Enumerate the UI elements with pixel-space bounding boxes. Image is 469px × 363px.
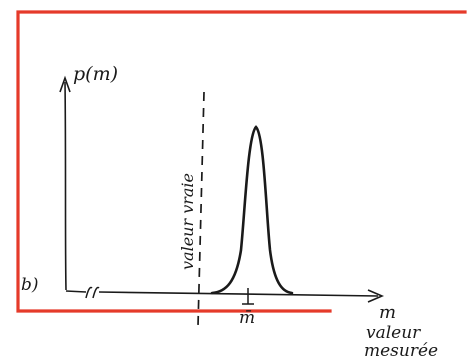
x-axis-left-segment [65,290,87,293]
panel-label: b) [21,275,39,295]
y-axis-label: p(m) [73,63,118,85]
x-axis-arrow [367,289,385,303]
x-axis-label: m [379,302,396,323]
highlight-frame [16,10,467,313]
x-axis-caption-line1: valeur [366,323,421,343]
mean-marker-label: m̄ [239,308,255,328]
y-axis-arrow [59,75,71,93]
mean-marker-tick [242,288,254,305]
y-axis [64,81,67,291]
x-axis-break-mark [85,286,100,299]
x-axis-right-segment [98,291,379,297]
true-value-line [197,91,205,327]
true-value-label: valeur vraie [178,173,197,270]
x-axis-caption-line2: mesurée [364,341,438,361]
distribution-curve [210,125,294,295]
